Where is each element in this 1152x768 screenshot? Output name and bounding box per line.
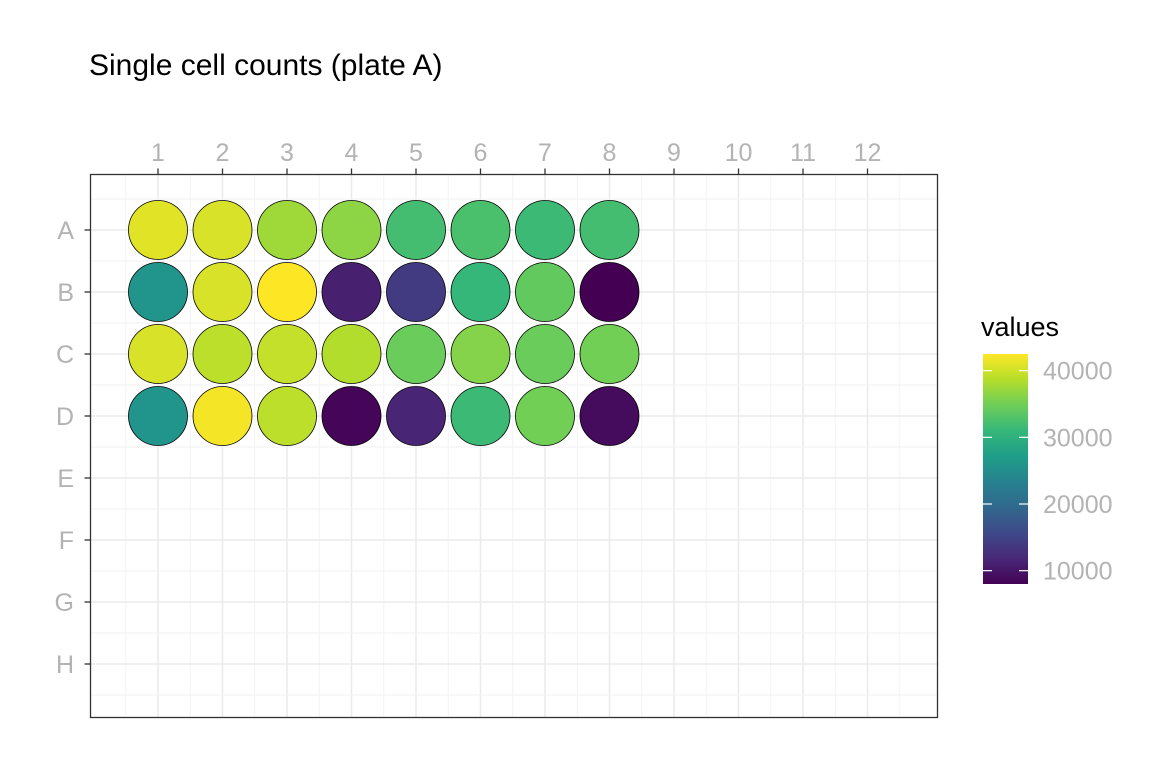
x-tick-label: 10 — [725, 139, 753, 167]
y-axis: A B C D E F G H — [55, 217, 91, 679]
well-A5 — [386, 200, 446, 260]
legend-tick-label: 20000 — [1043, 491, 1113, 519]
well-D6 — [450, 386, 511, 446]
well-A2 — [192, 200, 253, 260]
well-B4 — [321, 262, 382, 322]
y-tick-label: A — [57, 217, 74, 245]
legend-tick-label: 40000 — [1043, 358, 1113, 386]
well-C8 — [579, 324, 640, 384]
well-D2 — [192, 386, 253, 446]
well-B1 — [128, 262, 188, 322]
x-tick-label: 5 — [409, 139, 423, 167]
x-tick-label: 2 — [216, 139, 230, 167]
x-tick-label: 3 — [280, 139, 294, 167]
legend: values 10000 20000 30000 40000 — [981, 312, 1113, 586]
well-C7 — [515, 324, 575, 384]
y-tick-label: G — [55, 589, 74, 617]
panel-border — [89, 173, 939, 719]
well-A4 — [321, 200, 382, 260]
x-tick-label: 12 — [854, 139, 882, 167]
well-D3 — [257, 386, 317, 446]
well-B3 — [257, 262, 317, 322]
well-D8 — [579, 386, 640, 446]
well-C5 — [386, 324, 446, 384]
wells — [128, 200, 640, 446]
x-tick-label: 6 — [474, 139, 488, 167]
legend-title: values — [981, 312, 1059, 342]
well-C3 — [257, 324, 317, 384]
well-A6 — [450, 200, 511, 260]
well-B6 — [450, 262, 511, 322]
well-C1 — [128, 324, 188, 384]
x-tick-label: 8 — [603, 139, 617, 167]
x-tick-label: 11 — [790, 139, 816, 167]
well-B2 — [192, 262, 253, 322]
legend-ticks: 10000 20000 30000 40000 — [983, 358, 1113, 586]
well-D1 — [128, 386, 188, 446]
well-A7 — [515, 200, 575, 260]
legend-tick-label: 10000 — [1043, 558, 1113, 586]
y-tick-label: D — [56, 403, 74, 431]
well-D4 — [321, 386, 382, 446]
y-tick-label: H — [56, 651, 74, 679]
x-tick-label: 9 — [667, 139, 681, 167]
well-D5 — [386, 386, 446, 446]
well-C2 — [192, 324, 253, 384]
well-B8 — [579, 262, 640, 322]
chart-title: Single cell counts (plate A) — [89, 49, 443, 82]
well-A1 — [128, 200, 188, 260]
well-A3 — [257, 200, 317, 260]
x-tick-label: 4 — [345, 139, 359, 167]
well-B5 — [386, 262, 446, 322]
y-tick-label: C — [56, 341, 74, 369]
x-tick-label: 7 — [538, 139, 552, 167]
x-axis: 1 2 3 4 5 6 7 8 9 10 11 12 — [151, 139, 881, 175]
well-C4 — [321, 324, 382, 384]
well-C6 — [450, 324, 511, 384]
well-A8 — [579, 200, 640, 260]
legend-colorbar — [983, 354, 1028, 584]
legend-tick-label: 30000 — [1043, 424, 1113, 452]
well-B7 — [515, 262, 575, 322]
y-tick-label: B — [57, 279, 74, 307]
well-D7 — [515, 386, 575, 446]
y-tick-label: F — [59, 527, 74, 555]
x-tick-label: 1 — [151, 139, 165, 167]
y-tick-label: E — [57, 465, 74, 493]
